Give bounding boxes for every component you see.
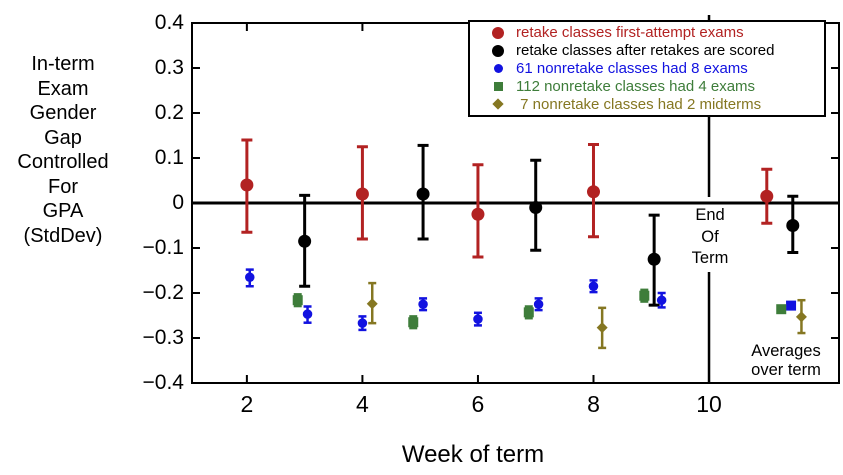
x-tick-label: 2 [240, 391, 254, 417]
diamond-marker-icon [492, 98, 504, 110]
legend-item: 112 nonretake classes had 4 exams [470, 77, 824, 95]
legend-label: retake classes after retakes are scored [516, 42, 775, 60]
data-point-series1 [355, 187, 369, 201]
data-point-series2 [298, 234, 312, 248]
y-tick-label: −0.2 [142, 281, 184, 304]
data-point-series5 [366, 298, 378, 310]
data-point-series2 [786, 219, 800, 232]
data-point-series4 [776, 304, 787, 315]
x-tick-label: 8 [587, 391, 600, 417]
legend-marker-box [470, 63, 516, 73]
averages-over-term-annotation: Averages over term [751, 342, 821, 379]
data-point-series2 [647, 252, 661, 266]
legend-label: retake classes first-attempt exams [516, 24, 744, 42]
legend-label: 7 nonretake classes had 2 midterms [516, 95, 762, 113]
y-axis-title: In-term Exam Gender Gap Controlled For G… [17, 53, 109, 247]
data-point-series5 [795, 311, 807, 323]
square-marker-icon [493, 81, 503, 91]
data-point-series3 [357, 318, 368, 328]
data-point-series3 [245, 272, 255, 282]
legend-marker-box [470, 44, 516, 57]
legend-label: 61 nonretake classes had 8 exams [516, 59, 748, 77]
data-point-series1 [240, 178, 254, 192]
circle-marker-icon [492, 44, 504, 57]
data-point-series2 [529, 201, 543, 214]
end-of-term-annotation: End Of Term [691, 206, 729, 267]
data-point-series3 [533, 299, 544, 309]
legend-label: 112 nonretake classes had 4 exams [516, 77, 756, 95]
legend-marker-box [470, 98, 516, 110]
legend-item: retake classes first-attempt exams [470, 24, 824, 42]
data-point-series4 [408, 317, 419, 328]
data-point-series2 [416, 187, 430, 201]
data-point-series1 [471, 207, 485, 221]
x-tick-label: 6 [471, 391, 485, 417]
circle-marker-icon [493, 63, 503, 73]
y-tick-label: 0.2 [154, 101, 184, 124]
data-point-series3 [588, 281, 599, 291]
data-point-series1 [586, 185, 600, 199]
y-tick-label: 0.4 [154, 11, 184, 34]
data-point-series4 [292, 295, 303, 306]
circle-marker-icon [492, 26, 504, 39]
y-tick-label: −0.3 [142, 326, 184, 349]
data-point-series3 [418, 299, 428, 309]
legend-item: retake classes after retakes are scored [470, 42, 824, 60]
legend-marker-box [470, 81, 516, 91]
y-tick-label: −0.4 [142, 371, 184, 394]
y-tick-label: −0.1 [142, 236, 184, 259]
data-point-series3 [786, 300, 797, 311]
legend-marker-box [470, 26, 516, 39]
data-point-series4 [639, 290, 650, 301]
y-tick-label: 0 [172, 191, 184, 214]
data-point-series3 [302, 309, 313, 319]
x-tick-label: 4 [356, 391, 369, 417]
legend-item: 7 nonretake classes had 2 midterms [470, 95, 824, 113]
x-axis-title: Week of term [401, 441, 545, 468]
y-tick-label: 0.1 [154, 146, 184, 169]
data-point-series3 [656, 295, 667, 305]
legend-item: 61 nonretake classes had 8 exams [470, 60, 824, 78]
data-point-series5 [596, 322, 608, 334]
data-point-series1 [760, 189, 774, 203]
y-tick-label: 0.3 [154, 56, 184, 79]
data-point-series3 [473, 314, 483, 324]
data-point-series4 [523, 307, 534, 318]
x-tick-label: 10 [696, 391, 722, 417]
legend: retake classes first-attempt exams retake… [468, 20, 826, 117]
